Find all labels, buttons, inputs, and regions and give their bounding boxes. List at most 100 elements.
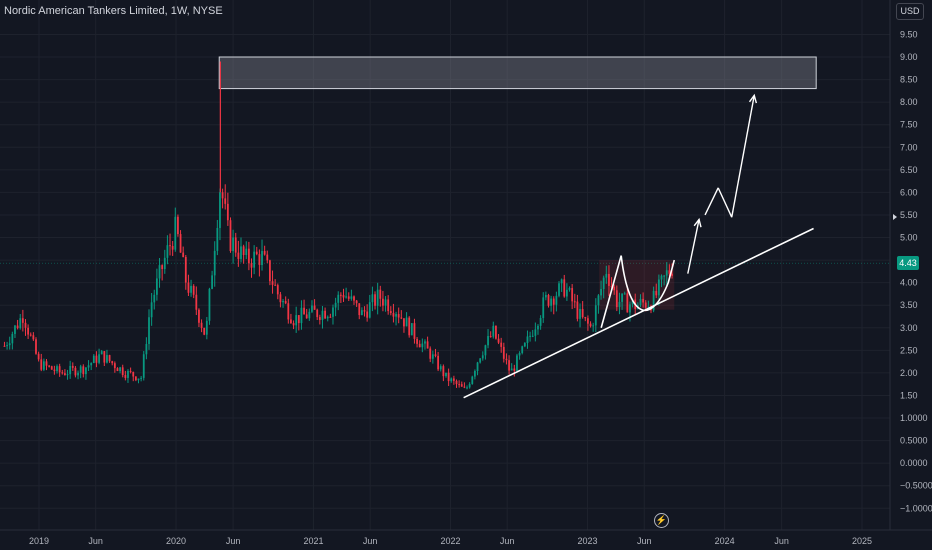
candle-body	[345, 296, 348, 298]
candle-body	[382, 298, 384, 306]
candle-body	[568, 288, 571, 290]
candle-body	[418, 343, 421, 348]
candle-body	[487, 336, 489, 346]
candle-body	[476, 362, 479, 372]
candle-body	[77, 372, 79, 376]
candle-body	[213, 250, 216, 276]
y-tick-label: −0.5000	[900, 481, 932, 491]
candle-body	[350, 296, 353, 299]
candle-body	[605, 273, 608, 278]
candle-body	[665, 270, 668, 276]
x-tick-label: Jun	[226, 536, 241, 546]
candle-body	[500, 342, 503, 347]
x-tick-label: 2023	[578, 536, 598, 546]
candle-body	[229, 220, 232, 252]
candle-body	[255, 251, 258, 255]
candle-body	[316, 309, 319, 318]
candle-body	[71, 365, 74, 368]
candle-body	[258, 254, 261, 266]
candle-body	[250, 263, 253, 268]
candle-body	[161, 265, 164, 270]
candle-body	[542, 297, 545, 319]
candle-body	[544, 294, 547, 298]
candle-body	[576, 301, 579, 319]
candle-body	[16, 325, 19, 329]
candle-body	[579, 309, 581, 319]
candle-body	[529, 335, 531, 337]
candle-body	[190, 285, 192, 293]
candle-body	[455, 380, 458, 385]
candle-body	[389, 311, 392, 314]
candle-body	[6, 345, 8, 347]
candle-body	[371, 294, 374, 303]
currency-button[interactable]: USD	[896, 3, 924, 20]
candle-body	[311, 305, 313, 312]
candle-body	[629, 304, 631, 313]
symbol-title[interactable]: Nordic American Tankers Limited, 1W, NYS…	[4, 5, 223, 17]
candle-body	[429, 348, 432, 359]
candle-body	[21, 318, 24, 323]
x-tick-label: 2021	[303, 536, 323, 546]
candle-body	[240, 246, 242, 259]
y-tick-label: 1.50	[900, 390, 918, 400]
candle-body	[8, 343, 11, 346]
candle-body	[324, 310, 326, 319]
candle-body	[177, 216, 179, 235]
candle-body	[450, 378, 453, 382]
candle-body	[655, 290, 658, 296]
candle-body	[290, 319, 292, 324]
candle-body	[355, 300, 358, 304]
candle-body	[263, 251, 266, 255]
candle-body	[468, 383, 471, 388]
x-tick-label: 2022	[440, 536, 460, 546]
candle-body	[53, 369, 56, 372]
candle-body	[82, 366, 85, 375]
y-tick-label: 7.50	[900, 120, 918, 130]
candle-body	[584, 317, 587, 319]
candle-body	[79, 366, 82, 373]
y-tick-label: 5.50	[900, 210, 918, 220]
candle-body	[50, 366, 53, 370]
candle-body	[29, 334, 32, 336]
candle-body	[613, 286, 616, 291]
candle-body	[45, 361, 48, 366]
candle-body	[219, 192, 221, 228]
projection-zigzag-up	[704, 187, 719, 216]
candle-body	[211, 275, 213, 289]
candle-body	[155, 278, 158, 295]
lightning-icon[interactable]: ⚡	[654, 513, 669, 528]
candle-body	[537, 325, 539, 330]
y-tick-label: 3.50	[900, 300, 918, 310]
x-tick-label: Jun	[774, 536, 789, 546]
candle-body	[284, 301, 287, 304]
y-tick-label: 3.00	[900, 323, 918, 333]
candle-body	[353, 296, 355, 301]
y-tick-label: 5.00	[900, 233, 918, 243]
rising-trendline	[463, 227, 814, 399]
candle-body	[484, 345, 487, 356]
candle-body	[442, 366, 445, 377]
candle-body	[460, 384, 463, 387]
candle-body	[452, 378, 455, 381]
candle-body	[208, 288, 211, 321]
candle-body	[198, 309, 200, 323]
y-tick-label: 0.0000	[900, 458, 928, 468]
candle-body	[366, 311, 369, 318]
candle-body	[563, 279, 566, 297]
candle-body	[458, 384, 461, 386]
candle-body	[169, 245, 171, 247]
candle-body	[626, 293, 629, 313]
candle-body	[408, 317, 411, 336]
axis-marker-icon	[893, 214, 897, 220]
candle-body	[376, 289, 379, 306]
candle-body	[48, 365, 51, 367]
candle-body	[374, 294, 376, 306]
candle-body	[200, 322, 203, 328]
candle-body	[95, 355, 98, 363]
candle-body	[621, 293, 623, 302]
x-tick-label: Jun	[363, 536, 378, 546]
candle-body	[434, 354, 437, 356]
candle-body	[269, 260, 271, 282]
candle-body	[395, 314, 397, 317]
